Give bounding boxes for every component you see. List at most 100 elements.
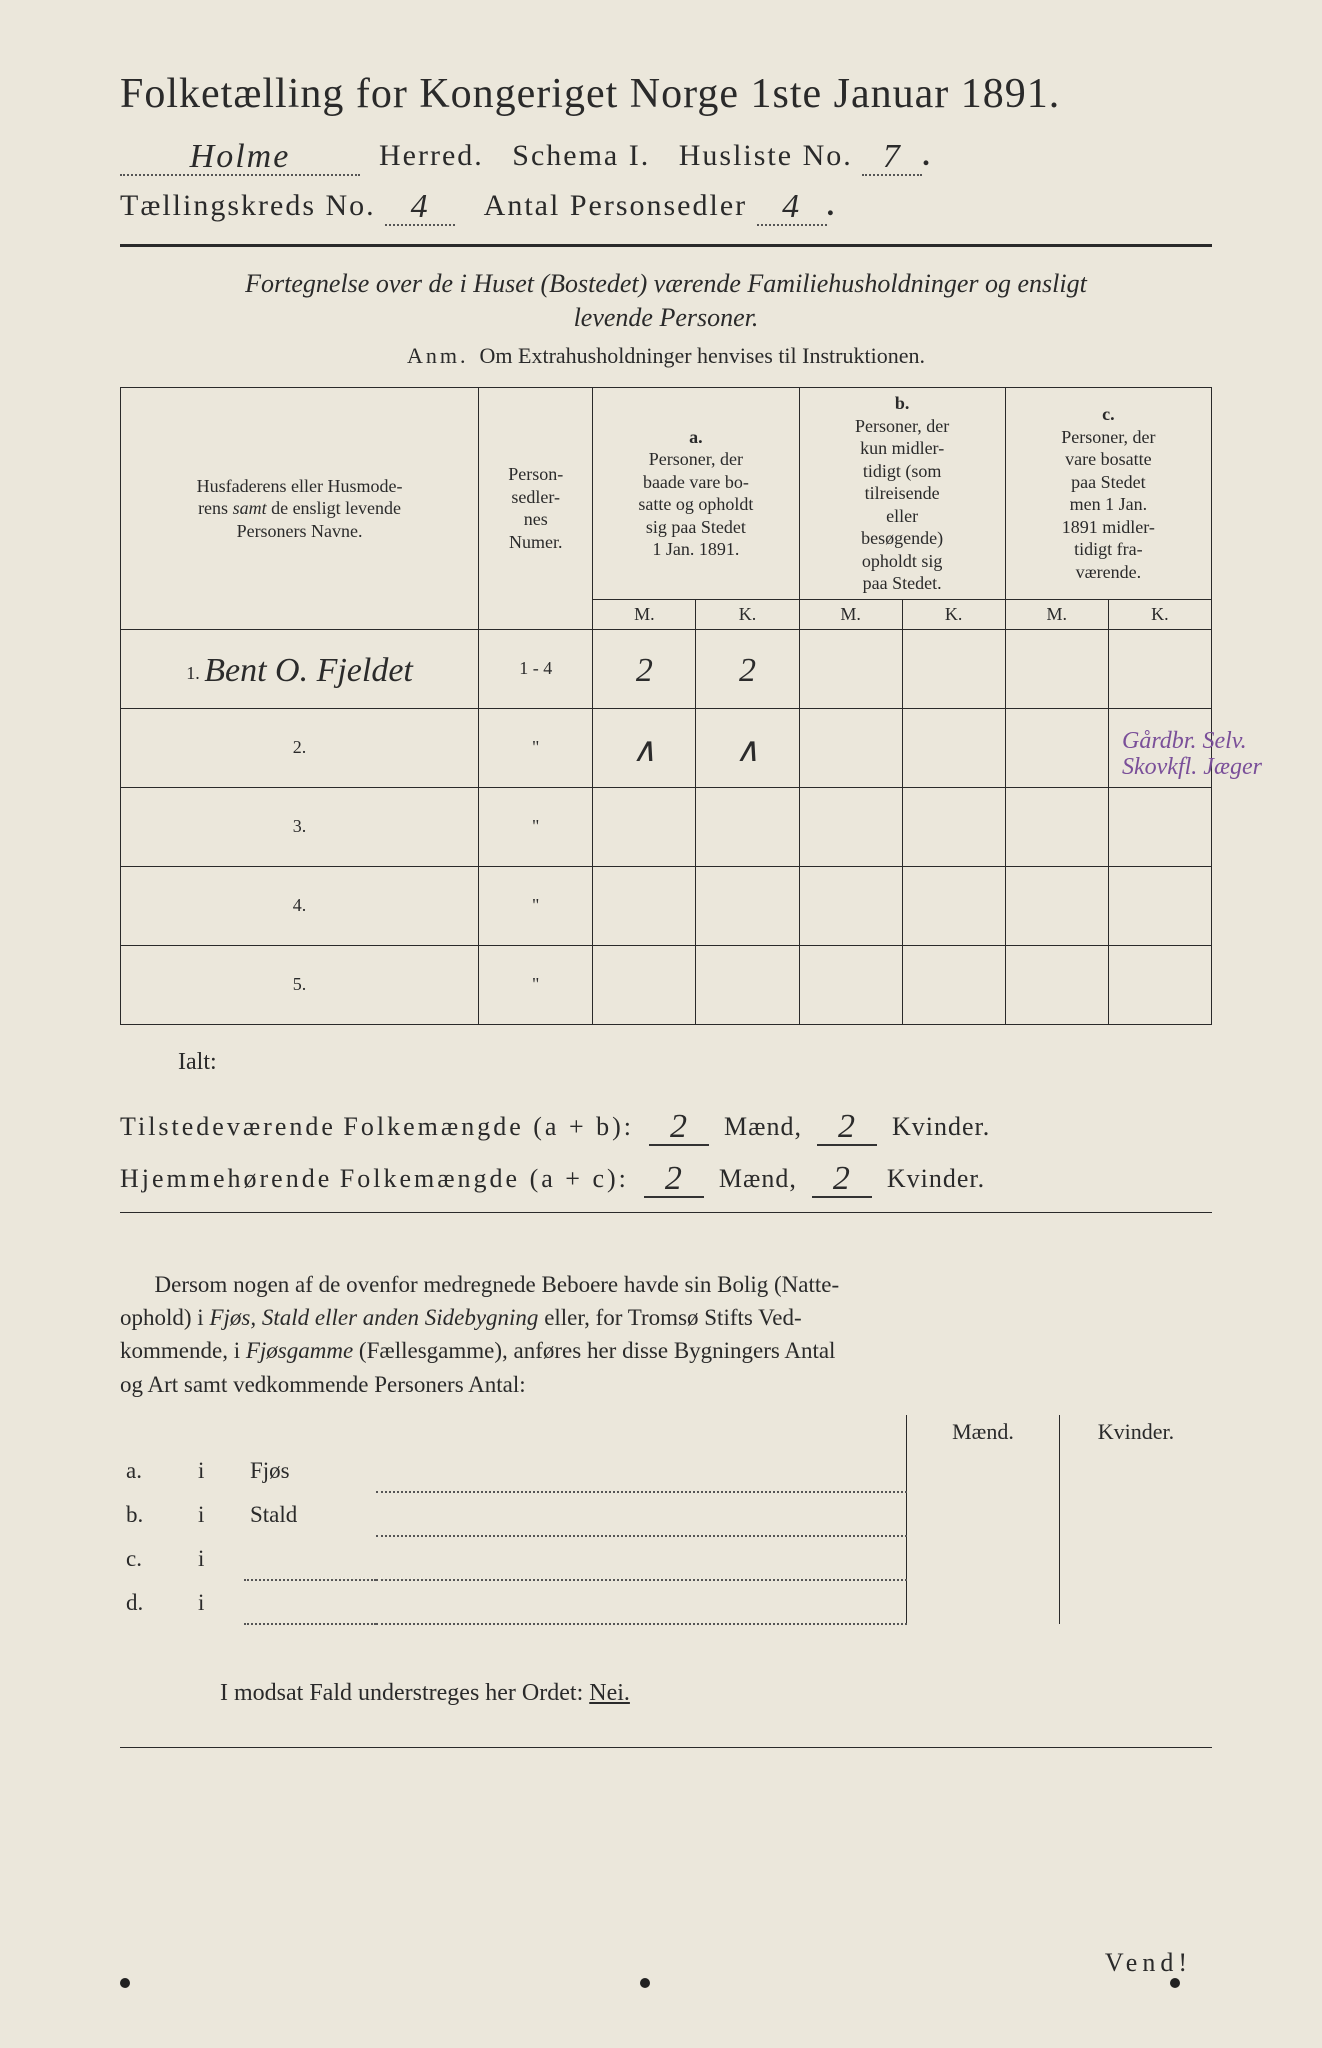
row-name: Bent O. Fjeldet [204,652,413,689]
punch-dot [1170,1978,1180,1988]
main-table: Husfaderens eller Husmode-rens samt de e… [120,387,1212,1025]
sub-k-val [1060,1536,1213,1580]
maend-label: Mænd, [724,1112,802,1141]
row-sedler: " [479,787,593,866]
tot2-a: Hjemmehørende [120,1164,332,1193]
kvinder-label: Kvinder. [887,1164,985,1193]
sedler-label: Antal Personsedler [484,189,747,222]
cell-cm [1005,629,1108,708]
tot2-m: 2 [665,1160,683,1197]
schema-label: Schema I. [512,139,650,172]
sub-lbl: Stald [244,1492,376,1536]
tot1-m: 2 [670,1108,688,1145]
col-c-m: M. [1005,599,1108,629]
col-head-a: a. Personer, derbaade vare bo-satte og o… [593,388,799,600]
row-sedler: " [479,708,593,787]
row-num: 2. [293,737,307,757]
totals-block: Tilstedeværende Folkemængde (a + b): 2 M… [120,1106,1212,1198]
sub-m-val [907,1580,1060,1624]
col-head-c: c. Personer, dervare bosattepaa Stedetme… [1005,388,1211,600]
kvinder-label: Kvinder. [892,1112,990,1141]
col-head-name: Husfaderens eller Husmode-rens samt de e… [121,388,479,630]
margin-line2: Skovkfl. Jæger [1122,754,1302,780]
table-row: 2. " ∧ ∧ [121,708,1212,787]
ialt-label: Ialt: [178,1049,1212,1076]
subheading-line1: Fortegnelse over de i Huset (Bostedet) v… [120,269,1212,299]
page-title: Folketælling for Kongeriget Norge 1ste J… [120,70,1212,118]
rule-2 [120,1212,1212,1213]
table-row: 3. " [121,787,1212,866]
row-sedler: " [479,866,593,945]
col-b-m: M. [799,599,902,629]
sub-a: a. [120,1449,192,1492]
header-line-kreds: Tællingskreds No. 4 Antal Personsedler 4… [120,186,1212,226]
punch-dot [120,1978,130,1988]
paragraph: Dersom nogen af de ovenfor medregnede Be… [120,1268,1212,1401]
tot2-b: Folkemængde (a + c): [340,1164,629,1193]
herred-label: Herred. [379,139,484,172]
subheading-line2: levende Personer. [120,303,1212,333]
sub-m-val [907,1536,1060,1580]
rule-3 [120,1747,1212,1748]
rule-1 [120,244,1212,247]
sub-col-m: Mænd. [907,1415,1060,1449]
punch-dot [640,1978,650,1988]
sub-row: c. i [120,1536,1212,1580]
sub-fill [244,1580,907,1624]
anm-note: Anm. Anm. Om Extrahusholdninger henvises… [120,343,1212,369]
census-form-page: Folketælling for Kongeriget Norge 1ste J… [0,0,1322,2048]
sub-row: d. i [120,1580,1212,1624]
husliste-label: Husliste No. [679,139,853,172]
herred-value: Holme [190,138,291,175]
sub-k-val [1060,1492,1213,1536]
sub-i: i [192,1449,244,1492]
sub-i: i [192,1580,244,1624]
col-b-k: K. [902,599,1005,629]
sub-k-val [1060,1449,1213,1492]
row-num: 3. [293,816,307,836]
nei-a: I modsat Fald understreges her Ordet: [220,1680,583,1706]
sub-fill [376,1449,907,1492]
cell-bk [902,708,1005,787]
col-head-num: Person-sedler-nesNumer. [479,388,593,630]
table-row: 5. " [121,945,1212,1024]
row-sedler: 1 - 4 [479,629,593,708]
row-sedler: " [479,945,593,1024]
cell-bm [799,708,902,787]
sub-fill [244,1536,907,1580]
sub-a: c. [120,1536,192,1580]
row-num: 5. [293,974,307,994]
cell-ak: 2 [739,652,756,689]
sub-row: a. i Fjøs [120,1449,1212,1492]
nei-line: I modsat Fald understreges her Ordet: Ne… [220,1680,1212,1707]
sub-i: i [192,1536,244,1580]
sub-m-val [907,1492,1060,1536]
kreds-label: Tællingskreds No. [120,189,376,222]
sub-table: Mænd. Kvinder. a. i Fjøs b. i Stald c. i [120,1415,1212,1625]
tot2-k: 2 [833,1160,851,1197]
cell-cm [1005,708,1108,787]
sub-fill [376,1492,907,1536]
margin-annotation: Gårdbr. Selv. Skovkfl. Jæger [1122,728,1302,781]
col-a-k: K. [696,599,799,629]
sub-m-val [907,1449,1060,1492]
cell-ak: ∧ [735,732,760,769]
sub-a: d. [120,1580,192,1624]
sub-col-k: Kvinder. [1060,1415,1213,1449]
row-num: 1. [186,663,200,683]
sub-k-val [1060,1580,1213,1624]
husliste-no: 7 [883,138,902,175]
vend-label: Vend! [1105,1948,1192,1978]
kreds-no: 4 [411,188,430,225]
row-num: 4. [293,895,307,915]
sub-a: b. [120,1492,192,1536]
maend-label: Mænd, [719,1164,797,1193]
sub-i: i [192,1492,244,1536]
cell-bm [799,629,902,708]
tot1-a: Tilstedeværende [120,1112,336,1141]
cell-bk [902,629,1005,708]
header-line-herred: Holme Herred. Schema I. Husliste No. 7. [120,136,1212,176]
cell-ck [1108,629,1211,708]
sub-lbl: Fjøs [244,1449,376,1492]
nei-b: Nei. [589,1680,630,1706]
